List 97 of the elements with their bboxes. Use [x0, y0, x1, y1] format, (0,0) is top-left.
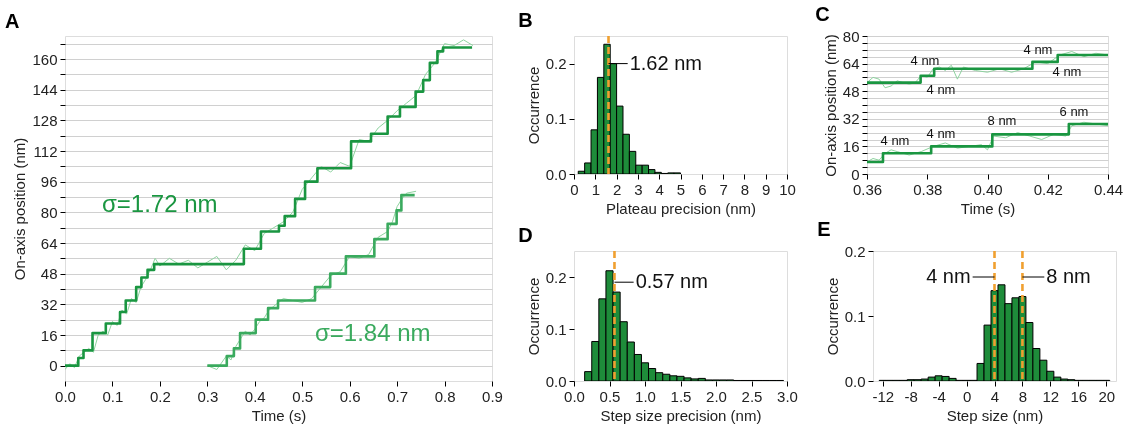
x-tick-label: 10: [779, 180, 796, 198]
y-tick-label: 64: [842, 55, 860, 73]
y-tick-label: 16: [40, 326, 58, 344]
y-tick-label: 0: [851, 165, 860, 183]
x-tick-label: 0.44: [1093, 180, 1124, 198]
x-tick-label: 0.1: [102, 387, 124, 405]
y-tick-label: 0: [49, 357, 58, 375]
x-tick-label: 0.5: [599, 387, 621, 405]
y-axis-title: Occurrence: [823, 277, 841, 356]
x-tick-label: 4: [990, 387, 1000, 405]
x-tick-label: 2.0: [706, 387, 727, 405]
x-tick-label: 1: [591, 180, 600, 198]
y-tick-label: 64: [40, 234, 58, 252]
y-axis-title: On-axis position (nm): [11, 137, 29, 281]
y-tick-label: 0.0: [545, 372, 567, 390]
y-tick-label: 80: [40, 203, 58, 221]
x-tick-label: 4: [655, 180, 664, 198]
x-tick-label: 9: [762, 180, 771, 198]
x-tick-label: 0.0: [564, 387, 585, 405]
y-axis-title: Occurrence: [524, 277, 542, 356]
y-tick-label: 48: [40, 265, 58, 283]
y-tick-label: 0.1: [545, 110, 567, 128]
x-tick-label: 0.38: [913, 180, 943, 198]
x-tick-label: 6: [698, 180, 707, 198]
x-tick-label: 1.5: [670, 387, 692, 405]
x-tick-label: -12: [872, 387, 895, 405]
y-tick-label: 0.2: [545, 55, 567, 73]
x-tick-label: -4: [932, 387, 946, 405]
x-tick-label: 3: [634, 180, 643, 198]
y-tick-label: 48: [842, 82, 860, 100]
x-tick-label: 0.7: [387, 387, 409, 405]
x-tick-label: 7: [719, 180, 728, 198]
annotation: 4 nm: [910, 53, 940, 68]
annotation: 6 nm: [1059, 104, 1089, 119]
annotation: 1.62 nm: [629, 51, 702, 74]
x-axis-title: Step size (nm): [946, 406, 1044, 424]
x-tick-label: 16: [1070, 387, 1088, 405]
x-tick-label: 0: [962, 387, 972, 405]
x-tick-label: 0.42: [1033, 180, 1063, 198]
annotation: 8 nm: [1046, 265, 1091, 287]
y-tick-label: 0.2: [545, 268, 567, 286]
y-axis-title: On-axis position (nm): [821, 34, 839, 177]
annotation: 4 nm: [926, 265, 971, 287]
annotation: 0.57 nm: [635, 270, 708, 293]
x-tick-label: 0.5: [292, 387, 314, 405]
x-tick-label: 12: [1042, 387, 1060, 405]
x-tick-label: 1.0: [635, 387, 656, 405]
annotation: 4 nm: [926, 126, 956, 141]
chart-title: D: [518, 223, 533, 246]
chart-title: B: [518, 8, 533, 31]
x-tick-label: 5: [676, 180, 686, 198]
x-tick-label: 0.36: [852, 180, 883, 198]
y-tick-label: 0.1: [545, 320, 567, 338]
x-axis-title: Plateau precision (nm): [605, 199, 757, 217]
series-label: σ=1.72 nm: [102, 190, 218, 217]
annotation: 4 nm: [880, 133, 910, 148]
x-tick-label: 2: [612, 180, 622, 198]
y-tick-label: 16: [842, 137, 860, 155]
x-tick-label: 20: [1098, 387, 1116, 405]
chart-title: C: [815, 3, 830, 25]
y-axis-title: Occurrence: [524, 66, 542, 145]
x-tick-label: 0.6: [339, 387, 361, 405]
x-tick-label: 0.3: [197, 387, 219, 405]
x-tick-label: 8: [1018, 387, 1028, 405]
y-tick-label: 96: [40, 173, 58, 191]
y-tick-label: 0.2: [844, 242, 866, 260]
chart-title: E: [817, 218, 831, 240]
annotation: 4 nm: [1023, 42, 1053, 57]
x-axis-title: Time (s): [960, 199, 1016, 217]
x-tick-label: 0.0: [55, 387, 76, 405]
y-tick-label: 0.0: [545, 165, 567, 183]
y-tick-label: 144: [32, 81, 58, 99]
annotation: 4 nm: [1052, 64, 1082, 79]
y-tick-label: 112: [33, 142, 58, 160]
series-label: σ=1.84 nm: [315, 319, 431, 346]
x-tick-label: 3.0: [777, 387, 798, 405]
y-tick-label: 128: [32, 111, 58, 129]
y-tick-label: 160: [32, 50, 58, 68]
annotation: 8 nm: [987, 113, 1017, 128]
x-tick-label: 8: [740, 180, 750, 198]
y-tick-label: 0.0: [844, 372, 866, 390]
x-tick-label: 0.4: [244, 387, 266, 405]
x-tick-label: 0.8: [434, 387, 456, 405]
y-tick-label: 32: [842, 110, 860, 128]
x-axis-title: Time (s): [251, 406, 307, 424]
annotation: 4 nm: [926, 82, 956, 97]
y-tick-label: 32: [40, 295, 58, 313]
x-tick-label: 0: [570, 180, 579, 198]
chart-title: A: [4, 10, 20, 32]
x-tick-label: 0.2: [149, 387, 171, 405]
x-axis-title: Step size precision (nm): [600, 406, 762, 424]
y-tick-label: 0.1: [844, 307, 866, 325]
x-tick-label: 2.5: [741, 387, 763, 405]
y-tick-label: 80: [842, 27, 860, 45]
x-tick-label: 0.40: [973, 180, 1003, 198]
x-tick-label: -8: [904, 387, 918, 405]
x-tick-label: 0.9: [482, 387, 503, 405]
